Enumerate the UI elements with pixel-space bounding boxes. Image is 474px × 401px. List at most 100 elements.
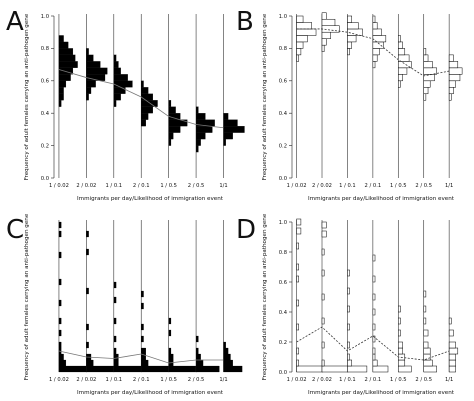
histogram-bin bbox=[58, 221, 62, 229]
histogram-bin bbox=[448, 67, 463, 75]
histogram-bin bbox=[423, 305, 427, 313]
histogram-bin bbox=[398, 329, 401, 337]
y-axis-label: Frequency of adult females carrying an a… bbox=[24, 13, 30, 180]
histogram-bin bbox=[347, 341, 350, 349]
histogram-bin bbox=[423, 80, 431, 88]
histogram-bin bbox=[168, 100, 172, 107]
histogram-bin bbox=[372, 48, 380, 56]
histogram-bin bbox=[223, 347, 229, 355]
trend-line bbox=[58, 350, 224, 364]
y-tick-label: 1.0 bbox=[279, 220, 287, 226]
histogram-bin bbox=[296, 242, 299, 250]
histogram-bin bbox=[448, 317, 452, 325]
histogram-bin bbox=[448, 365, 456, 373]
histogram-bin bbox=[448, 61, 459, 69]
histogram-bin bbox=[398, 305, 401, 313]
histogram-bin bbox=[223, 353, 231, 361]
x-tick-label: 1 / 0.5 bbox=[160, 377, 177, 383]
histogram-bin bbox=[398, 41, 403, 49]
histogram-bin bbox=[398, 48, 406, 56]
y-tick-label: 1.0 bbox=[41, 14, 49, 20]
histogram-bin bbox=[141, 106, 153, 114]
histogram-bin bbox=[223, 132, 233, 140]
histogram-bin bbox=[86, 87, 92, 94]
histogram-bin bbox=[58, 80, 67, 88]
histogram-bin bbox=[58, 329, 62, 337]
trend-line bbox=[58, 69, 224, 129]
histogram-bin bbox=[223, 365, 243, 373]
histogram-bin bbox=[347, 48, 350, 56]
histogram-bin bbox=[168, 113, 181, 120]
histogram-bin bbox=[296, 323, 299, 331]
histogram-bin bbox=[141, 347, 146, 355]
histogram-bin bbox=[423, 341, 429, 349]
y-tick-label: 0.0 bbox=[279, 370, 287, 376]
histogram-bin bbox=[448, 54, 454, 62]
histogram-bin bbox=[296, 41, 304, 49]
histogram-bin bbox=[58, 359, 67, 367]
histogram-bin bbox=[372, 323, 376, 331]
histogram-bin bbox=[321, 317, 325, 325]
histogram-bin bbox=[223, 119, 238, 127]
histogram-bin bbox=[423, 93, 427, 101]
histogram-bin bbox=[168, 347, 172, 355]
x-tick-label: 1 / 0.02 bbox=[49, 377, 69, 383]
histogram-bin bbox=[113, 67, 121, 75]
histogram-bin bbox=[168, 317, 172, 325]
histogram-bin bbox=[113, 54, 117, 62]
histogram-bin bbox=[58, 48, 74, 55]
histogram-bin bbox=[321, 359, 325, 367]
x-tick-label: 1 / 0.5 bbox=[160, 183, 177, 189]
histogram-bin bbox=[321, 293, 325, 301]
histogram-bin bbox=[347, 28, 363, 36]
histogram-bin bbox=[86, 341, 89, 349]
x-tick-label: 1 / 0.02 bbox=[49, 183, 69, 189]
x-tick-label: 2 / 0.1 bbox=[365, 377, 382, 383]
histogram-bin bbox=[423, 365, 437, 373]
histogram-bin bbox=[141, 323, 144, 331]
x-tick-label: 2 / 0.5 bbox=[415, 377, 432, 383]
histogram-bin bbox=[58, 317, 62, 325]
x-tick-label: 2 / 0.02 bbox=[76, 377, 96, 383]
histogram-bin bbox=[86, 54, 94, 62]
panel-a: A Frequency of adult females carrying an … bbox=[6, 7, 245, 202]
histogram-bin bbox=[423, 48, 427, 56]
y-tick-label: 0.4 bbox=[279, 111, 288, 117]
y-axis-label: Frequency of adult females carrying an a… bbox=[24, 213, 30, 380]
histogram-bin bbox=[168, 329, 172, 337]
histogram-bin bbox=[321, 221, 327, 229]
histogram-bin bbox=[113, 281, 117, 289]
y-tick-label: 0.2 bbox=[279, 340, 287, 346]
histogram-bin bbox=[372, 308, 376, 316]
histogram-bin bbox=[113, 335, 117, 343]
x-tick-label: 2 / 0.1 bbox=[133, 183, 150, 189]
x-tick-label: 2 / 0.1 bbox=[133, 377, 150, 383]
histogram-bin bbox=[398, 74, 403, 82]
panel-b: B Frequency of adult females carrying an … bbox=[236, 7, 463, 202]
histogram-bin bbox=[58, 230, 62, 238]
histogram-bin bbox=[398, 35, 401, 43]
histogram-bin bbox=[398, 365, 412, 373]
histogram-bin bbox=[168, 139, 172, 146]
histogram-bin bbox=[398, 341, 403, 349]
x-tick-label: 2 / 0.1 bbox=[365, 183, 382, 189]
histogram-bin bbox=[168, 126, 181, 133]
histogram-bin bbox=[86, 61, 101, 68]
histogram-bin bbox=[141, 100, 158, 107]
histogram-bin bbox=[195, 359, 204, 367]
histogram-bin bbox=[321, 31, 331, 39]
x-tick-label: 2 / 0.02 bbox=[312, 377, 332, 383]
histogram-bin bbox=[86, 248, 89, 256]
histogram-bin bbox=[141, 113, 149, 120]
histogram-bin bbox=[296, 359, 299, 367]
histogram-bin bbox=[58, 100, 62, 107]
histogram-bin bbox=[58, 278, 62, 286]
panel-letter: B bbox=[236, 7, 254, 37]
histogram-bin bbox=[168, 353, 174, 361]
y-tick-label: 0.4 bbox=[41, 111, 50, 117]
x-axis-label: Immigrants per day/Likelihood of immigra… bbox=[308, 196, 455, 202]
panel-letter: D bbox=[236, 215, 256, 245]
x-tick-label: 1 / 0.5 bbox=[390, 377, 407, 383]
panel-d: D Frequency of adult females carrying an … bbox=[236, 213, 459, 396]
